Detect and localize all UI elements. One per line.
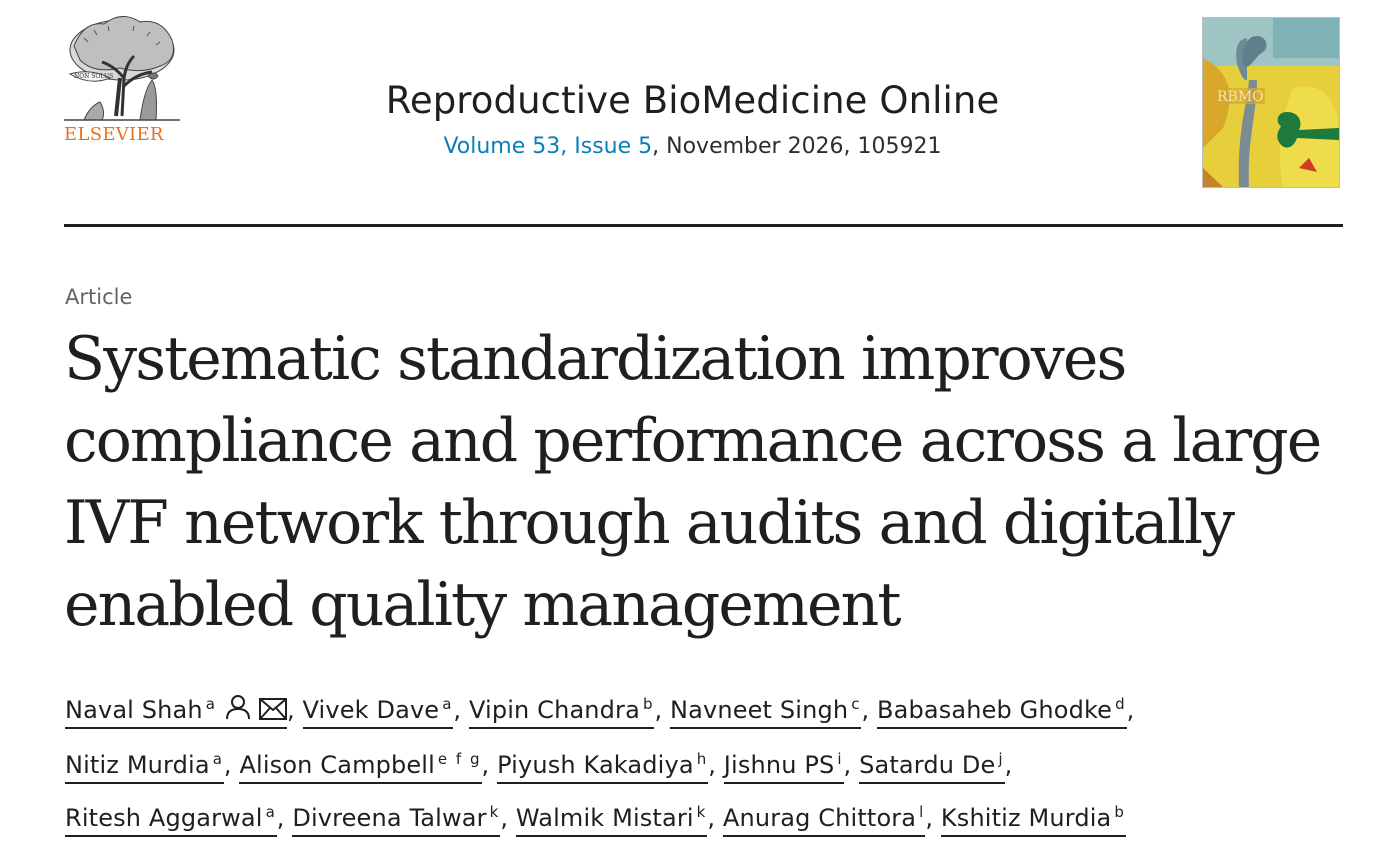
author-item: Naval Shah a, [65, 695, 303, 729]
envelope-icon[interactable] [258, 689, 287, 736]
author-name: Jishnu PS [723, 751, 835, 779]
author-link[interactable]: Kshitiz Murdia b [940, 803, 1126, 837]
elsevier-tree-icon: NON SOLUS [64, 16, 180, 121]
author-name: Satardu De [859, 751, 996, 779]
author-item: Kshitiz Murdia b [940, 803, 1126, 837]
author-link[interactable]: Navneet Singh c [670, 695, 862, 729]
author-link[interactable]: Nitiz Murdia a [65, 750, 224, 784]
article-type-label: Article [65, 285, 133, 309]
author-separator: , [861, 696, 877, 724]
author-name: Alison Campbell [239, 751, 435, 779]
svg-text:NON SOLUS: NON SOLUS [74, 73, 113, 80]
author-separator: , [1126, 696, 1135, 724]
author-name: Kshitiz Murdia [940, 804, 1112, 832]
author-link[interactable]: Divreena Talwar k [292, 803, 501, 837]
author-separator: , [276, 804, 293, 832]
journal-title-link[interactable]: Reproductive BioMedicine Online [385, 79, 1000, 122]
author-affiliation: k [489, 803, 501, 821]
author-separator: , [223, 751, 240, 779]
author-affiliation: a [265, 803, 277, 821]
issue-line: Volume 53, Issue 5, November 2026, 10592… [290, 132, 1095, 162]
author-name: Navneet Singh [670, 696, 849, 724]
publisher-wordmark: ELSEVIER [64, 124, 164, 145]
article-title: Systematic standardization improves comp… [64, 324, 1322, 640]
author-item: Babasaheb Ghodke d, [877, 695, 1135, 729]
author-separator: , [481, 751, 498, 779]
author-separator: , [654, 696, 671, 724]
author-name: Babasaheb Ghodke [877, 696, 1113, 724]
author-separator: , [925, 804, 941, 832]
author-affiliation: a [205, 695, 217, 713]
author-name: Ritesh Aggarwal [65, 804, 263, 832]
author-separator: , [453, 696, 469, 724]
author-item: Ritesh Aggarwal a, [65, 803, 293, 837]
author-item: Vivek Dave a, [302, 695, 469, 729]
journal-header: Reproductive BioMedicine Online Volume 5… [290, 76, 1095, 162]
person-icon[interactable] [225, 689, 251, 736]
author-name: Naval Shah [65, 696, 203, 724]
author-separator: , [708, 751, 724, 779]
author-item: Navneet Singh c, [670, 695, 877, 729]
author-affiliation: b [642, 695, 655, 713]
author-link[interactable]: Babasaheb Ghodke d [877, 695, 1127, 729]
author-link[interactable]: Alison Campbell e f g [239, 750, 482, 784]
cover-artwork: RBMO [1203, 18, 1339, 187]
author-name: Nitiz Murdia [65, 751, 210, 779]
header-divider [64, 224, 1343, 227]
author-item: Jishnu PS i, [723, 750, 860, 784]
author-link[interactable]: Vipin Chandra b [468, 695, 655, 729]
author-affiliation: a [212, 750, 224, 768]
author-link[interactable]: Piyush Kakadiya h [497, 750, 709, 784]
author-separator: , [286, 696, 303, 724]
journal-cover-image[interactable]: RBMO [1202, 17, 1340, 188]
author-separator: , [1004, 751, 1013, 779]
issue-link[interactable]: Volume 53, Issue 5 [443, 134, 653, 159]
publisher-logo[interactable]: NON SOLUS ELSEVIER [64, 16, 180, 146]
author-name: Anurag Chittora [722, 804, 917, 832]
author-affiliation: h [696, 750, 709, 768]
author-link[interactable]: Walmik Mistari k [515, 803, 708, 837]
author-item: Anurag Chittora l, [722, 803, 941, 837]
author-item: Piyush Kakadiya h, [497, 750, 724, 784]
author-item: Nitiz Murdia a, [65, 750, 240, 784]
author-name: Vivek Dave [302, 696, 440, 724]
author-name: Walmik Mistari [515, 804, 694, 832]
author-link[interactable]: Anurag Chittora l [722, 803, 926, 837]
author-affiliation: d [1115, 695, 1127, 713]
author-item: Alison Campbell e f g, [239, 750, 498, 784]
author-name: Vipin Chandra [468, 696, 640, 724]
author-link[interactable]: Naval Shah a [65, 695, 287, 729]
author-separator: , [707, 804, 723, 832]
author-name: Piyush Kakadiya [497, 751, 694, 779]
author-separator: , [843, 751, 860, 779]
cover-label: RBMO [1217, 89, 1264, 105]
author-affiliation: l [919, 803, 926, 821]
author-affiliation: a [442, 695, 454, 713]
author-link[interactable]: Jishnu PS i [723, 750, 844, 784]
author-affiliation: b [1114, 803, 1126, 821]
author-link[interactable]: Ritesh Aggarwal a [65, 803, 277, 837]
author-affiliation: c [851, 695, 862, 713]
author-link[interactable]: Satardu De j [859, 750, 1005, 784]
author-item: Vipin Chandra b, [468, 695, 671, 729]
author-affiliation: e f g [437, 750, 482, 768]
author-name: Divreena Talwar [292, 804, 487, 832]
author-link[interactable]: Vivek Dave a [302, 695, 454, 729]
author-affiliation: j [998, 750, 1005, 768]
author-item: Satardu De j, [859, 750, 1013, 784]
author-item: Divreena Talwar k, [292, 803, 516, 837]
author-affiliation: k [696, 803, 708, 821]
author-list: Naval Shah a, Vivek Dave a, Vipin Chandra b… [65, 681, 1355, 842]
author-separator: , [500, 804, 516, 832]
author-item: Walmik Mistari k, [515, 803, 723, 837]
issue-details: , November 2026, 105921 [652, 134, 942, 159]
author-affiliation: i [837, 750, 844, 768]
